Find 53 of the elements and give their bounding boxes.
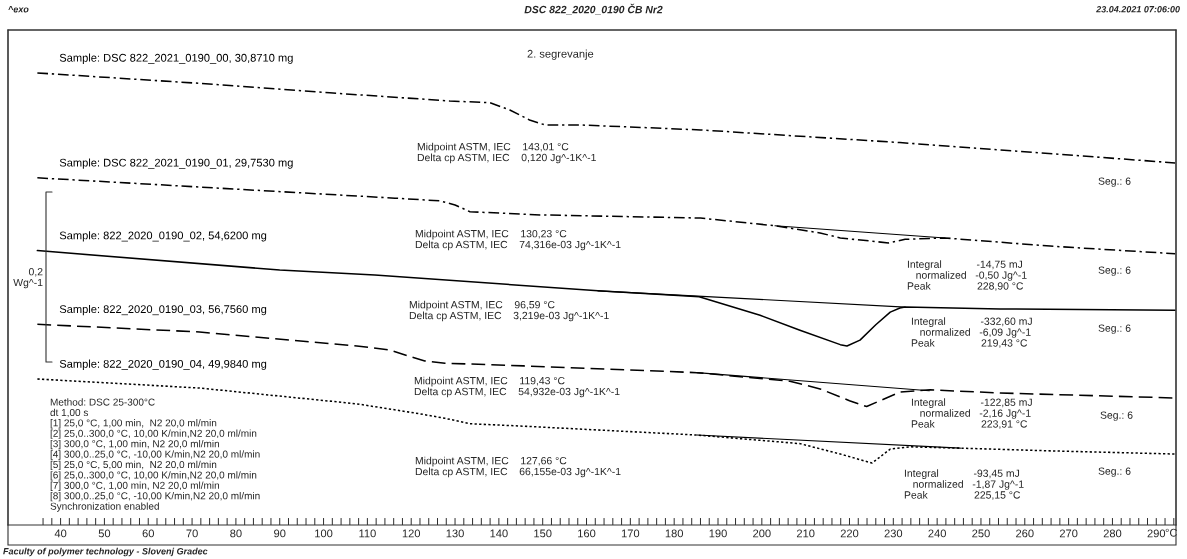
- annotation: Integral -93,45 mJ normalized -1,87 Jg^-1 Peak 225,15 °C: [904, 469, 1024, 500]
- x-tick-label: 150: [534, 529, 552, 538]
- x-tick-label: 50: [98, 529, 111, 538]
- series-label: Sample: 822_2020_0190_02, 54,6200 mg: [59, 231, 267, 242]
- text: Method: DSC 25-300°C dt 1,00 s [1] 25,0 °C, 1,00 min, N2 20,0 ml/min [2] 25,0..300,0 °C, 10,00 K/min,N2 20,0 ml/min [3] 300,0 °C, 1,00 min, N2 20,0 ml/min [4] 300,0..25,0 °C, -10,00 K/min,N2 20,0 ml/min [5] 25,0 °C, 5,00 min, N2 20,0 ml/min [6] 25,0..300,0 °C, 10,00 K/min,N2 20,0 ml/min [7] 300,0 °C, 1,00 min, N2 20,0 ml/min [8] 300,0..25,0 °C, -10,00 K/min,N2 20,0 ml/min Synchronization enabled: [50, 398, 260, 512]
- x-tick-label: 70: [186, 529, 198, 538]
- annotation: Midpoint ASTM, IEC 130,23 °C Delta cp ASTM, IEC 74,316e-03 Jg^-1K^-1: [415, 229, 621, 251]
- annotation: Integral -122,85 mJ normalized -2,16 Jg^-1 Peak 223,91 °C: [911, 398, 1032, 429]
- x-tick-label: 60: [142, 529, 154, 538]
- annotation: Midpoint ASTM, IEC 119,43 °C Delta cp ASTM, IEC 54,932e-03 Jg^-1K^-1: [414, 376, 620, 398]
- x-tick-label: 290: [1147, 529, 1166, 538]
- annotation: Seg.: 6: [1100, 411, 1133, 421]
- x-tick-label: 120: [402, 529, 421, 538]
- x-tick-label: 260: [1016, 529, 1034, 538]
- annotation: Midpoint ASTM, IEC 127,66 °C Delta cp ASTM, IEC 66,155e-03 Jg^-1K^-1: [415, 456, 621, 478]
- text: ^exo: [8, 6, 29, 13]
- series-label: Sample: 822_2020_0190_03, 56,7560 mg: [59, 304, 267, 316]
- x-tick-label: 250: [972, 529, 990, 538]
- text: 23.04.2021 07:06:00: [1096, 6, 1180, 13]
- x-tick-label: 270: [1059, 529, 1078, 538]
- x-tick-label: 110: [359, 529, 376, 538]
- x-tick-label: 180: [665, 529, 684, 538]
- series-label: Sample: DSC 822_2021_0190_00, 30,8710 mg: [59, 53, 293, 64]
- annotation: Midpoint ASTM, IEC 143,01 °C Delta cp ASTM, IEC 0,120 Jg^-1K^-1: [417, 142, 596, 164]
- series-label: Sample: 822_2020_0190_04, 49,9840 mg: [59, 359, 267, 370]
- x-tick-label: 230: [884, 529, 903, 538]
- annotation: Seg.: 6: [1098, 324, 1131, 334]
- x-tick-label: 210: [796, 529, 815, 538]
- x-tick-label: 80: [230, 529, 242, 538]
- annotation: Integral -14,75 mJ normalized -0,50 Jg^-1 Peak 228,90 °C: [907, 260, 1027, 291]
- annotation: Seg.: 6: [1098, 467, 1131, 477]
- text: Faculty of polymer technology - Slovenj Gradec: [3, 547, 208, 557]
- x-tick-label: 220: [840, 529, 859, 538]
- annotation: Integral -332,60 mJ normalized -6,09 Jg^-1 Peak 219,43 °C: [911, 317, 1032, 348]
- chart-subtitle: 2. segrevanje: [527, 49, 594, 60]
- x-tick-label: 190: [709, 529, 727, 538]
- x-axis-title: °C: [1165, 528, 1178, 537]
- annotation: Seg.: 6: [1098, 177, 1131, 187]
- x-tick-label: 280: [1103, 529, 1122, 538]
- x-tick-label: 200: [753, 529, 771, 538]
- x-tick-label: 40: [54, 529, 67, 538]
- series-label: Sample: DSC 822_2021_0190_01, 29,7530 mg: [59, 158, 293, 169]
- x-tick-label: 140: [490, 529, 508, 538]
- x-tick-label: 90: [274, 529, 286, 538]
- x-tick-label: 240: [928, 529, 946, 538]
- chart-title: DSC 822_2020_0190 ČB Nr2: [524, 3, 663, 15]
- annotation: Midpoint ASTM, IEC 96,59 °C Delta cp ASTM, IEC 3,219e-03 Jg^-1K^-1: [409, 300, 609, 322]
- annotation: Seg.: 6: [1098, 266, 1131, 276]
- x-tick-label: 130: [446, 529, 464, 538]
- x-tick-label: 170: [621, 529, 640, 538]
- x-tick-label: 160: [578, 529, 596, 538]
- x-tick-label: 100: [315, 529, 333, 538]
- annotation: 0,2 Wg^-1: [13, 268, 43, 289]
